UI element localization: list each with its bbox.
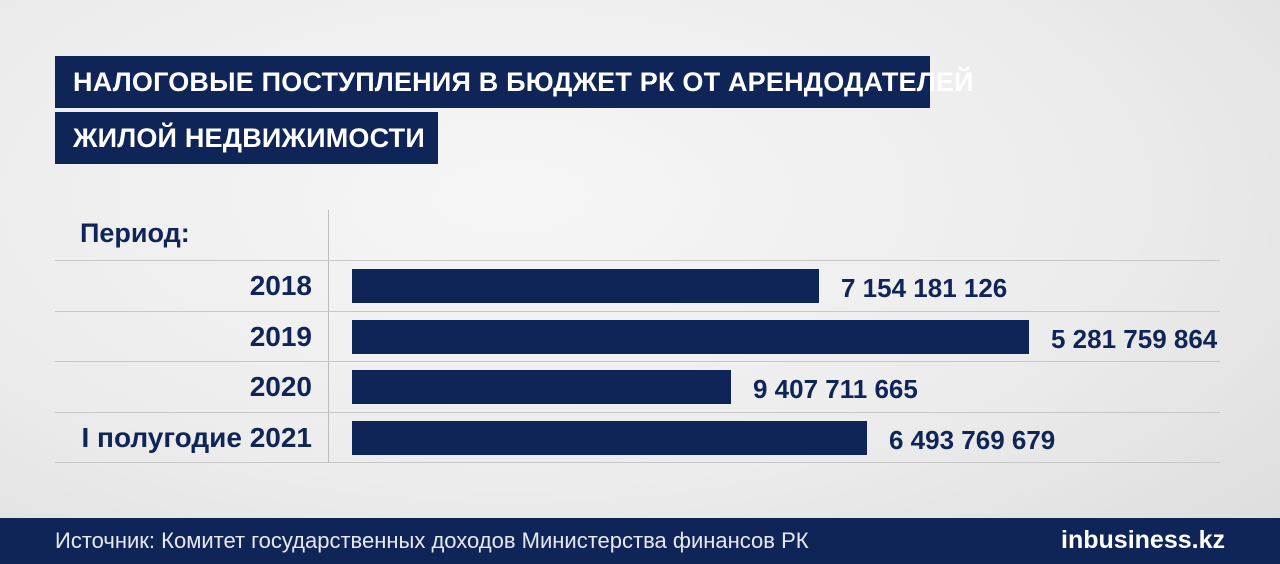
- category-label: 2018: [249, 270, 312, 301]
- source-note: Источник: Комитет государственных доходо…: [55, 528, 809, 553]
- bar: [352, 320, 1029, 354]
- category-label: 2019: [249, 321, 312, 352]
- row-separator: [55, 311, 1220, 312]
- category-label: I полугодие 2021: [81, 422, 312, 453]
- value-label: 5 281 759 864: [1051, 324, 1218, 354]
- category-label: 2020: [249, 371, 312, 402]
- value-label: 7 154 181 126: [841, 273, 1008, 303]
- brand-logo: inbusiness.kz: [1061, 526, 1225, 554]
- bar: [352, 370, 731, 404]
- value-label: 9 407 711 665: [753, 374, 918, 404]
- bar: [352, 421, 867, 455]
- footer-bar: Источник: Комитет государственных доходо…: [0, 518, 1280, 564]
- value-label: 6 493 769 679: [889, 425, 1056, 455]
- period-header: Период:: [80, 218, 190, 248]
- row-separator: [55, 260, 1220, 261]
- row-separator: [55, 361, 1220, 362]
- column-divider: [328, 210, 329, 462]
- row-separator: [55, 412, 1220, 413]
- row-separator: [55, 462, 1220, 463]
- chart-title-line-2: ЖИЛОЙ НЕДВИЖИМОСТИ: [55, 112, 438, 164]
- chart-title-line-1: НАЛОГОВЫЕ ПОСТУПЛЕНИЯ В БЮДЖЕТ РК ОТ АРЕ…: [55, 56, 974, 108]
- bar: [352, 269, 819, 303]
